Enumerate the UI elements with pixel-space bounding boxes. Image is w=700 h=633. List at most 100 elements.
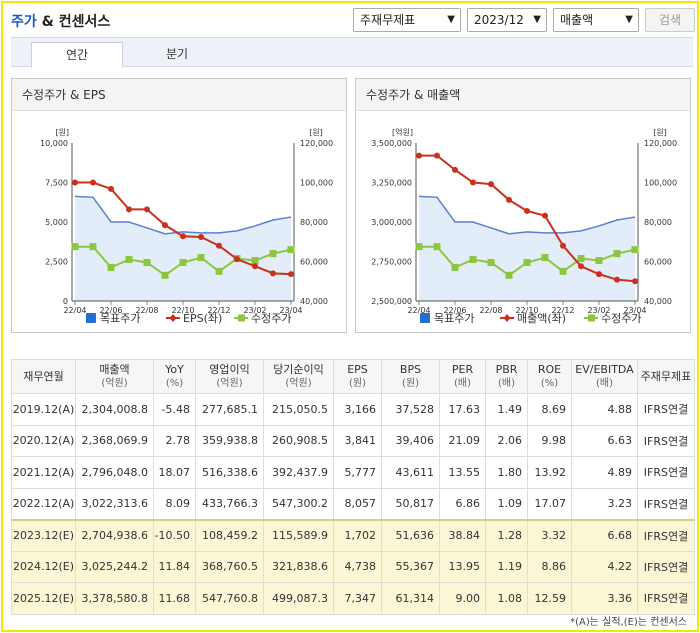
search-button[interactable]: 검색 [645, 8, 695, 32]
table-cell: 4.22 [571, 550, 638, 583]
left-series-point [506, 196, 512, 203]
x-tick-label: 22/08 [479, 306, 502, 315]
table-cell: 12.59 [527, 582, 572, 615]
table-cell: 1,702 [333, 518, 382, 552]
table-cell: 18.07 [153, 456, 196, 489]
metric-select[interactable]: 매출액 ▼ [553, 8, 639, 32]
right-axis-unit: [원] [309, 128, 323, 137]
adjusted-price-point [287, 246, 295, 254]
section-title: 주가 & 컨센서스 [11, 14, 111, 30]
column-header-label: PER [451, 362, 474, 376]
adjusted-price-point [613, 250, 621, 258]
adjusted-price-point [269, 250, 277, 258]
column-header-unit: (원) [348, 377, 366, 389]
table-cell: 499,087.3 [263, 582, 334, 615]
tab-quarterly[interactable]: 분기 [165, 47, 189, 61]
table-cell: 55,367 [381, 550, 440, 583]
adjusted-price-point [71, 243, 79, 251]
adjusted-price-point [595, 257, 603, 265]
legend-label-price: 수정주가 [601, 312, 641, 325]
left-series-point [470, 179, 476, 186]
table-cell: 321,838.6 [263, 550, 334, 583]
left-series-point [198, 234, 204, 241]
table-cell: 8.86 [527, 550, 572, 583]
financial-table: 재무연월 매출액 (억원) YoY (%) 영업이익 (억원) 당기순이익 (억원) EPS (원)… [11, 359, 695, 615]
adjusted-price-point [215, 267, 223, 275]
column-header-label: 재무연월 [23, 369, 64, 383]
column-header-unit: (억원) [285, 377, 312, 389]
left-tick-label: 5,000 [45, 218, 68, 227]
chart-eps: [원] [원] 10,000 7,500 5,000 2,500 0 120,000 100,0… [40, 128, 333, 325]
table-cell: 1.19 [485, 550, 528, 583]
table-cell: 21.09 [439, 424, 486, 457]
legend-marker-price [588, 314, 595, 322]
table-cell: 8.09 [153, 487, 196, 520]
right-tick-label: 60,000 [300, 258, 328, 267]
left-series-point [108, 185, 114, 192]
table-cell: 51,636 [381, 518, 440, 552]
x-tick-label: 22/08 [135, 306, 158, 315]
x-tick-label: 22/10 [171, 306, 194, 315]
left-series-point [524, 207, 530, 214]
table-cell: IFRS연결 [637, 550, 695, 583]
adjusted-price-point [197, 254, 205, 262]
column-header: PBR (배) [485, 359, 528, 394]
table-cell: 115,589.9 [263, 518, 334, 552]
column-header-label: YoY [165, 362, 184, 376]
table-cell: 6.63 [571, 424, 638, 457]
table-cell: 3,025,244.2 [75, 550, 154, 583]
adjusted-price-point [89, 243, 97, 251]
period-select[interactable]: 2023/12 ▼ [467, 8, 547, 32]
table-cell: 2,368,069.9 [75, 424, 154, 457]
x-tick-label: 22/04 [63, 306, 86, 315]
table-cell: 4.89 [571, 456, 638, 489]
table-cell: 17.63 [439, 393, 486, 426]
target-price-area [75, 196, 291, 301]
left-series-point [144, 206, 150, 213]
tab-annual[interactable]: 연간 [31, 42, 123, 68]
table-cell: 2024.12(E) [11, 550, 76, 583]
x-tick-label: 23/02 [587, 306, 610, 315]
left-tick-label: 3,250,000 [371, 179, 412, 188]
table-cell: 2,704,938.6 [75, 518, 154, 552]
left-tick-label: 0 [63, 297, 68, 306]
table-cell: IFRS연결 [637, 393, 695, 426]
column-header-unit: (%) [165, 377, 184, 389]
adjusted-price-point [251, 257, 259, 265]
table-cell: 5,777 [333, 456, 382, 489]
legend-marker-left [169, 314, 177, 322]
chart-panel-sales: 수정주가 & 매출액 [억원] [원] 3,500,000 3,250,000 3,00… [355, 78, 691, 333]
table-cell: IFRS연결 [637, 424, 695, 457]
table-cell: 11.68 [153, 582, 196, 615]
column-header: 영업이익 (억원) [195, 359, 264, 394]
column-header-label: 주재무제표 [640, 369, 692, 383]
topic-select[interactable]: 주재무제표 ▼ [353, 8, 461, 32]
x-tick-label: 22/06 [99, 306, 122, 315]
table-cell: 2022.12(A) [11, 487, 76, 520]
table-cell: 61,314 [381, 582, 440, 615]
legend-label-left: 매출액(좌) [517, 312, 566, 325]
right-tick-label: 40,000 [300, 297, 328, 306]
target-price-line [74, 195, 292, 235]
left-axis-unit: [억원] [392, 127, 413, 137]
table-cell: 215,050.5 [263, 393, 334, 426]
legend-label-price: 수정주가 [251, 312, 291, 325]
left-series-point [632, 278, 638, 285]
column-header-unit: (배) [497, 377, 515, 389]
column-header: PER (배) [439, 359, 486, 394]
right-tick-label: 80,000 [644, 218, 672, 227]
column-header-label: EPS [347, 362, 368, 376]
right-tick-label: 100,000 [300, 179, 333, 188]
left-series-point [234, 256, 240, 263]
column-header-label: 매출액 [99, 362, 130, 376]
table-cell: 37,528 [381, 393, 440, 426]
column-header: BPS (원) [381, 359, 440, 394]
left-axis-unit: [원] [55, 128, 69, 137]
column-header: 재무연월 [11, 359, 76, 394]
table-cell: 50,817 [381, 487, 440, 520]
left-tick-label: 3,500,000 [371, 139, 412, 148]
x-tick-label: 22/10 [515, 306, 538, 315]
table-cell: 2020.12(A) [11, 424, 76, 457]
chevron-down-icon: ▼ [625, 14, 633, 25]
